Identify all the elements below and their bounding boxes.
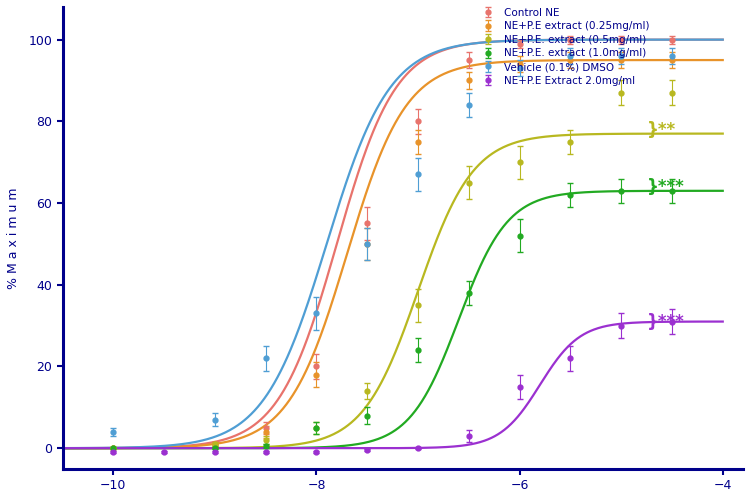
Y-axis label: % M a x i m u m: % M a x i m u m: [7, 187, 20, 288]
Text: }**: }**: [646, 121, 676, 139]
Legend: Control NE, NE+P.E extract (0.25mg/ml), NE+P.E. extract (0.5mg/ml), NE+P.E. extr: Control NE, NE+P.E extract (0.25mg/ml), …: [476, 7, 650, 86]
Text: }***: }***: [646, 312, 684, 330]
Text: }***: }***: [646, 178, 684, 196]
